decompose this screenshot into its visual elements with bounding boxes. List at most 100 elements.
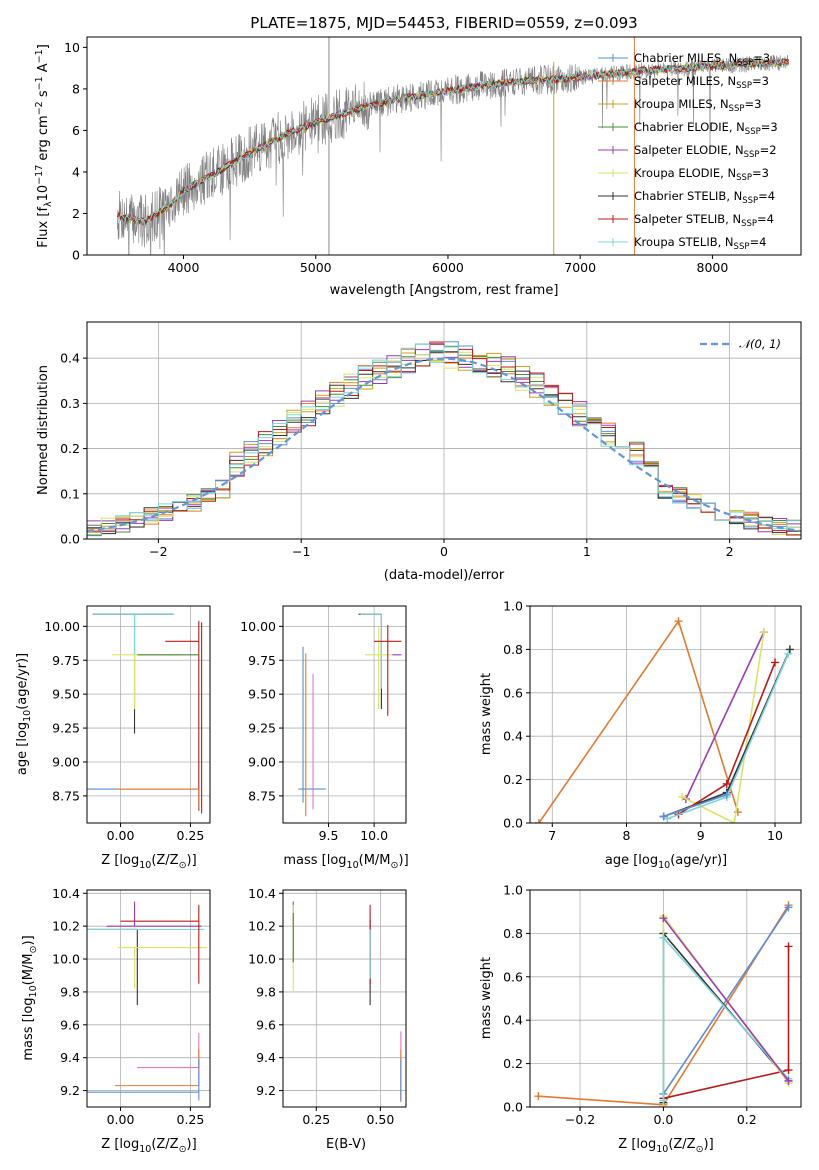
label-part: −17 (34, 165, 45, 185)
x-tick-label: 0 (440, 544, 448, 559)
normal-distribution-curve (87, 357, 801, 533)
y-axis-label: Flux [fλ10−17 erg cm−2 s−1 A−1] (34, 44, 54, 248)
plot-area (298, 613, 402, 817)
legend-sub: SSP (734, 242, 750, 252)
y-tick-label: 9.00 (52, 754, 80, 769)
y-tick-label: 6 (72, 123, 80, 138)
x-tick-label: 0.25 (302, 1112, 330, 1127)
axes: 0.00 0.259.29.49.69.810.010.210.4Z [log10… (21, 886, 211, 1155)
weight-point-marker (784, 1076, 793, 1085)
legend-sub: SSP (745, 127, 761, 137)
y-tick-label: 0 (72, 248, 80, 263)
label-part: λ (43, 201, 54, 207)
label-part: 10 (656, 1144, 668, 1155)
x-axis-label: (data-model)/error (384, 568, 505, 583)
weight-point-marker (771, 658, 780, 667)
label-part: age [log (605, 853, 658, 868)
legend-text: Chabrier ELODIE, N (634, 120, 745, 134)
weight-point-marker (659, 812, 668, 821)
y-tick-label: 9.50 (248, 687, 276, 702)
y-tick-label: 9.00 (248, 754, 276, 769)
y-tick-label: 8.75 (52, 788, 80, 803)
y-axis-label: mass [log10​(M/M⊙​)] (21, 935, 39, 1060)
y-tick-label: 9.25 (52, 721, 80, 736)
y-tick-label: 1.0 (503, 599, 523, 614)
legend: Chabrier MILES, NSSP=3 Salpeter MILES, N S… (598, 51, 778, 252)
legend-label: Chabrier MILES, NSSP=3 (634, 51, 770, 68)
axes-frame (86, 889, 211, 1108)
label-part: Flux [f (36, 207, 51, 248)
legend-text: Salpeter STELIB, N (634, 212, 741, 226)
y-tick-label: 0.8 (503, 642, 523, 657)
axes: 0.25 0.50 9.2 9.4 9.6 9.8 10.0 10.2 10.4 E(B-V) (248, 886, 407, 1152)
legend-tail: =4 (757, 212, 774, 226)
weight-point-marker (678, 792, 687, 801)
x-axis-label: Z [log10​(Z/Z⊙​)] (618, 1137, 713, 1155)
label-part: 10 (347, 860, 359, 871)
weight-point-marker (785, 645, 794, 654)
weight-vs-metallicity-panel: −0.2 0.0 0.2 0.0 0.2 0.4 0.6 0.8 1.0 Z [log10​(Z/… (479, 883, 802, 1155)
label-part: (Z/Z (668, 1137, 695, 1152)
legend-tail: =3 (761, 120, 778, 134)
label-part: mass [log (21, 997, 36, 1060)
x-tick-label: 1 (583, 544, 591, 559)
label-part: ] (36, 44, 51, 49)
plot-area (87, 613, 203, 814)
x-tick-label: 9.5 (319, 828, 339, 843)
legend-sub: SSP (742, 196, 758, 206)
grid (87, 606, 210, 823)
y-tick-label: 8.75 (248, 788, 276, 803)
x-axis-label: Z [log10​(Z/Z⊙​)] (101, 853, 196, 871)
y-tick-label: 10.0 (52, 952, 80, 967)
y-tick-label: 9.4 (60, 1050, 80, 1065)
y-tick-label: 10.0 (248, 952, 276, 967)
label-part: (age/yr)] (670, 853, 727, 868)
y-tick-label: 2 (72, 206, 80, 221)
x-tick-label: 5000 (300, 260, 332, 275)
y-tick-label: 0.4 (503, 729, 523, 744)
plot-area (534, 901, 793, 1107)
axes-frame (86, 605, 211, 824)
mass-vs-ebv-panel: 0.25 0.50 9.2 9.4 9.6 9.8 10.0 10.2 10.4 E(B-V) (248, 886, 407, 1152)
y-tick-label: 9.4 (256, 1050, 276, 1065)
legend-tail: =3 (752, 166, 769, 180)
x-tick-label: 0.00 (107, 1112, 135, 1127)
label-part: age [log (15, 722, 30, 775)
y-tick-label: 10.00 (240, 619, 276, 634)
label-part: A (36, 63, 51, 76)
plot-area (116, 37, 790, 255)
weight-point-marker (784, 903, 793, 912)
residuals-panel: −2 −1 0 1 2 0.0 0.1 0.2 0.3 0.4 𝒩(0, 1) (data-model… (36, 321, 802, 583)
label-part: 10 (139, 860, 151, 871)
weight-point-marker (659, 933, 668, 942)
axes-frame (282, 889, 407, 1108)
legend-tail: =3 (753, 51, 770, 65)
plot-area (87, 901, 208, 1101)
model-spectrum-line (117, 58, 789, 225)
weight-point-marker (784, 1066, 793, 1075)
x-tick-label: 0.2 (737, 1112, 757, 1127)
y-tick-label: 0.2 (503, 1056, 523, 1071)
grid (283, 890, 406, 1107)
label-part: erg cm (36, 115, 51, 164)
legend-label: Chabrier ELODIE, NSSP=3 (634, 120, 778, 137)
label-part: 10 (139, 1144, 151, 1155)
x-tick-label: 9 (697, 828, 705, 843)
label-part: (M/M (359, 853, 391, 868)
legend-label: Kroupa MILES, NSSP=3 (634, 97, 761, 114)
legend-tail: =4 (749, 235, 766, 249)
legend-text: Kroupa ELODIE, N (634, 166, 736, 180)
y-tick-label: 9.8 (256, 984, 276, 999)
y-tick-label: 0.3 (60, 396, 80, 411)
legend-text: Salpeter MILES, N (634, 74, 736, 88)
legend-text: Kroupa MILES, N (634, 97, 729, 111)
label-part: (Z/Z (151, 853, 178, 868)
y-tick-label: 0.6 (503, 685, 523, 700)
weight-line (681, 631, 765, 823)
label-part: )] (21, 935, 36, 945)
y-tick-label: 0.0 (60, 532, 80, 547)
legend-label: Salpeter STELIB, NSSP=4 (634, 212, 774, 229)
y-tick-label: 10 (64, 40, 80, 55)
